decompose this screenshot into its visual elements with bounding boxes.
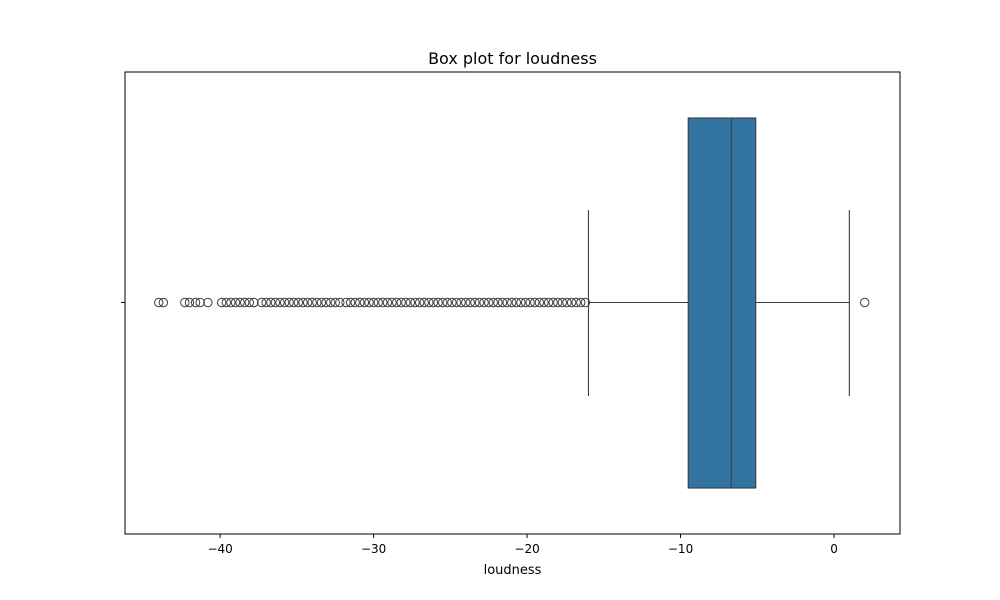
outlier-point (180, 297, 190, 308)
x-tick-label: −10 (668, 542, 693, 556)
outlier-point (316, 297, 327, 308)
outlier-point (419, 297, 429, 308)
outlier-point (302, 297, 313, 308)
outlier-point (520, 297, 531, 308)
outlier-point (488, 297, 499, 308)
outlier-point (414, 297, 425, 308)
outlier-point (279, 297, 290, 308)
outlier-point (216, 297, 227, 308)
outlier-point (525, 297, 535, 308)
outlier-point (474, 297, 485, 308)
outlier-point (534, 297, 545, 308)
outlier-point (325, 297, 336, 308)
outlier-point (493, 297, 503, 308)
outlier-point (289, 297, 299, 308)
outlier-point (442, 297, 452, 308)
x-tick-label: −20 (514, 542, 539, 556)
outlier-point (330, 297, 340, 308)
outlier-point (451, 297, 462, 308)
outlier-point (261, 297, 271, 308)
outlier-point (465, 297, 475, 308)
outlier-point (235, 297, 245, 308)
outlier-point (312, 297, 322, 308)
chart-title: Box plot for loudness (428, 49, 597, 68)
outlier-point (562, 297, 572, 308)
outlier-point (571, 297, 581, 308)
x-tick-label: −40 (207, 542, 232, 556)
iqr-box (687, 117, 757, 489)
x-tick-label: −30 (361, 542, 386, 556)
outlier-point (307, 297, 317, 308)
outlier-point (293, 297, 304, 308)
outlier-point (530, 297, 540, 308)
outlier-point (539, 297, 549, 308)
outlier-point (335, 297, 345, 308)
outlier-point (410, 297, 420, 308)
outlier-point (516, 297, 526, 308)
outlier-point (184, 297, 195, 308)
outlier-point (548, 297, 558, 308)
outlier-point (576, 297, 586, 308)
outlier-point (424, 297, 434, 308)
outlier-point (566, 297, 577, 308)
outlier-point (275, 297, 285, 308)
outlier-point (190, 297, 201, 308)
outlier-point (497, 297, 508, 308)
x-axis: −40 −30 −20 −10 0 (121, 302, 838, 556)
outlier-point (460, 297, 471, 308)
outlier-point (298, 297, 308, 308)
outlier-point (470, 297, 480, 308)
outlier-point (364, 297, 374, 308)
outlier-point (479, 297, 489, 308)
outlier-point (557, 297, 568, 308)
outlier-point (158, 297, 169, 308)
outlier-point (359, 297, 370, 308)
outlier-point (502, 297, 512, 308)
outlier-point (341, 297, 351, 308)
outlier-point (860, 297, 870, 308)
outlier-point (543, 297, 554, 308)
outlier-point (484, 297, 494, 308)
outlier-point (321, 297, 331, 308)
outlier-point (553, 297, 563, 308)
outlier-point (580, 297, 591, 308)
x-tick-label: 0 (830, 542, 838, 556)
outlier-point (355, 297, 365, 308)
outlier-point (437, 297, 448, 308)
outlier-point (154, 297, 164, 308)
outlier-point (270, 297, 281, 308)
outlier-point (230, 297, 241, 308)
outlier-point (447, 297, 457, 308)
outlier-point (195, 297, 205, 308)
outlier-point (456, 297, 466, 308)
outlier-point (345, 297, 356, 308)
outlier-point (249, 297, 259, 308)
outlier-point (203, 297, 213, 308)
outlier-point (378, 297, 388, 308)
outlier-point (350, 297, 360, 308)
outlier-point (507, 297, 517, 308)
outlier-point (433, 297, 443, 308)
outlier-point (226, 297, 236, 308)
outlier-point (382, 297, 393, 308)
outlier-point (511, 297, 522, 308)
outlier-point (387, 297, 397, 308)
outlier-point (401, 297, 411, 308)
outlier-point (256, 297, 267, 308)
outlier-point (396, 297, 406, 308)
outlier-point (391, 297, 402, 308)
x-axis-label: loudness (484, 563, 542, 578)
outlier-point (373, 297, 383, 308)
outlier-point (284, 297, 294, 308)
outlier-point (221, 297, 231, 308)
outlier-point (244, 297, 255, 308)
outlier-point (240, 297, 250, 308)
outlier-point (405, 297, 416, 308)
outlier-point (266, 297, 276, 308)
outlier-point (428, 297, 439, 308)
plot-marks (154, 117, 870, 489)
outlier-point (368, 297, 379, 308)
